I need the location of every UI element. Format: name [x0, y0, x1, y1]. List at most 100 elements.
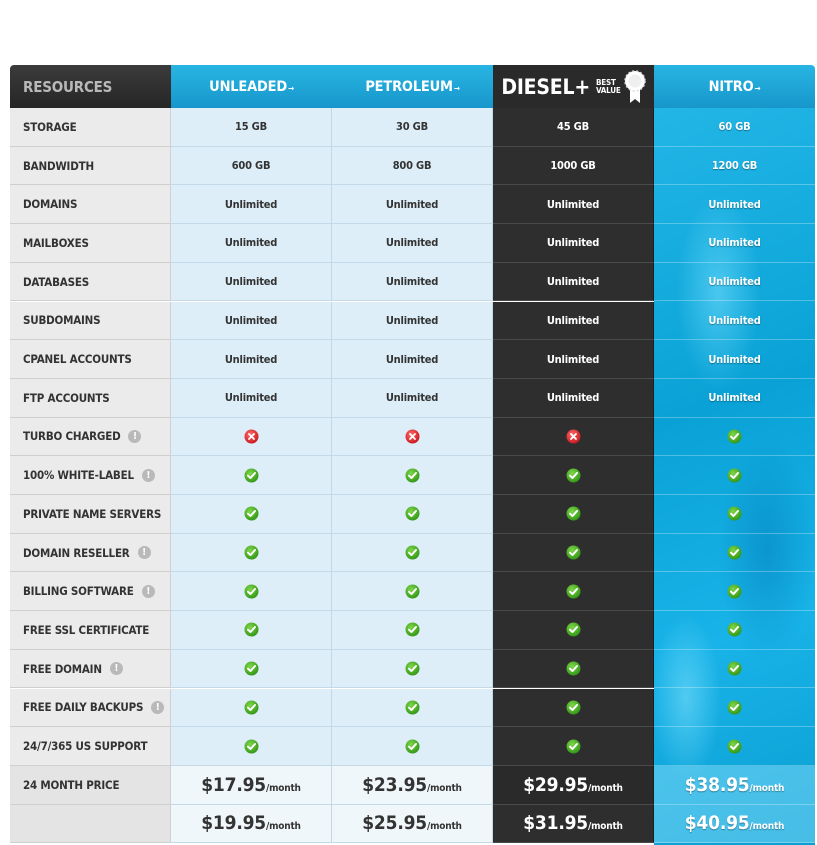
feature-value: Unlimited: [654, 224, 815, 263]
check-icon: [654, 418, 815, 457]
feature-label: 100% WHITE-LABEL!: [10, 456, 171, 495]
info-icon[interactable]: !: [141, 468, 155, 482]
plan-price: $25.95/month: [332, 804, 493, 844]
feature-label-text: TURBO CHARGED: [23, 429, 121, 444]
award-seal-icon: [623, 69, 646, 103]
price-unit: /month: [749, 821, 785, 833]
table-row: DOMAIN RESELLER!: [10, 533, 815, 573]
feature-value: Unlimited: [654, 263, 815, 302]
check-icon: [493, 649, 654, 689]
plan-price: $38.95/month: [654, 765, 815, 805]
table-row: 100% WHITE-LABEL!: [10, 456, 815, 495]
check-icon: [332, 495, 493, 534]
plan-name: DIESEL+: [501, 74, 590, 99]
feature-label-text: BILLING SOFTWARE: [23, 584, 134, 599]
check-icon: [654, 727, 815, 766]
info-icon[interactable]: !: [109, 662, 123, 676]
price-row: 24 MONTH PRICE $17.95/month $23.95/month $2…: [10, 765, 815, 805]
info-icon[interactable]: !: [128, 429, 142, 443]
price-unit: /month: [427, 782, 462, 794]
plan-price: $40.95/month: [654, 804, 815, 844]
check-icon: [332, 533, 493, 573]
check-icon: [332, 649, 493, 689]
table-row: BANDWIDTH 600 GB 800 GB 1000 GB 1200 GB: [10, 146, 815, 186]
feature-label-text: SUBDOMAINS: [23, 313, 101, 328]
feature-value: Unlimited: [332, 301, 493, 341]
feature-value: 30 GB: [332, 108, 493, 147]
plan-header-nitro[interactable]: NITRO →: [654, 65, 815, 108]
feature-value: Unlimited: [332, 340, 493, 379]
plan-header-diesel[interactable]: DIESEL+ BEST VALUE: [493, 65, 654, 108]
feature-label-text: BANDWIDTH: [23, 158, 94, 173]
feature-value: Unlimited: [332, 262, 493, 302]
check-icon: [654, 611, 815, 650]
check-icon: [332, 611, 493, 650]
feature-label-text: DOMAINS: [23, 197, 78, 212]
feature-value: Unlimited: [171, 262, 332, 302]
check-icon: [332, 572, 493, 612]
check-icon: [493, 456, 654, 495]
check-icon: [171, 495, 332, 534]
feature-label: DOMAIN RESELLER!: [10, 533, 171, 573]
plan-price: $31.95/month: [493, 804, 654, 844]
feature-label-text: DATABASES: [23, 274, 89, 289]
feature-label: FREE DOMAIN!: [10, 649, 171, 689]
feature-label: MAILBOXES: [10, 224, 171, 263]
price-unit: /month: [588, 821, 623, 833]
plan-name: NITRO: [708, 78, 754, 95]
feature-value: 1200 GB: [654, 147, 815, 186]
feature-label-text: PRIVATE NAME SERVERS: [23, 506, 162, 521]
check-icon: [654, 650, 815, 689]
feature-label: BILLING SOFTWARE!: [10, 572, 171, 612]
feature-value: Unlimited: [171, 185, 332, 225]
check-icon: [332, 727, 493, 766]
cross-icon: [332, 417, 493, 457]
feature-label: CPANEL ACCOUNTS: [10, 340, 171, 379]
table-row: FREE SSL CERTIFICATE: [10, 611, 815, 650]
info-icon[interactable]: !: [141, 584, 155, 598]
feature-value: 600 GB: [171, 146, 332, 186]
price-unit: /month: [266, 782, 301, 794]
price-amount: $23.95: [362, 773, 427, 796]
plan-header-unleaded[interactable]: UNLEADED →: [171, 65, 332, 108]
feature-value: 800 GB: [332, 146, 493, 186]
plan-price: $19.95/month: [171, 804, 332, 844]
check-icon: [332, 688, 493, 728]
arrow-icon: →: [287, 83, 294, 93]
info-icon[interactable]: !: [137, 546, 151, 560]
feature-label: SUBDOMAINS: [10, 301, 171, 341]
feature-value: Unlimited: [654, 340, 815, 379]
table-row: CPANEL ACCOUNTS Unlimited Unlimited Unlimit…: [10, 340, 815, 379]
feature-value: Unlimited: [493, 224, 654, 263]
plan-header-petroleum[interactable]: PETROLEUM →: [332, 65, 493, 108]
check-icon: [654, 456, 815, 495]
price-amount: $38.95: [684, 773, 750, 796]
table-row: SUBDOMAINS Unlimited Unlimited Unlimited Unl…: [10, 301, 815, 341]
feature-value: Unlimited: [493, 262, 654, 302]
price-unit: /month: [588, 782, 623, 794]
table-row: DOMAINS Unlimited Unlimited Unlimited Unlimi…: [10, 185, 815, 225]
table-row: DATABASES Unlimited Unlimited Unlimited Unli…: [10, 262, 815, 302]
resources-header: RESOURCES: [10, 65, 171, 108]
feature-label-text: CPANEL ACCOUNTS: [23, 352, 132, 367]
feature-label-text: MAILBOXES: [23, 235, 89, 250]
feature-value: Unlimited: [493, 301, 654, 341]
best-value-badge: BEST VALUE: [595, 77, 621, 95]
info-icon[interactable]: !: [151, 700, 165, 714]
price-row-partial: $19.95/month $25.95/month $31.95/month $40.…: [10, 804, 815, 844]
check-icon: [171, 456, 332, 495]
feature-label: TURBO CHARGED!: [10, 417, 171, 457]
check-icon: [171, 649, 332, 689]
feature-value: 60 GB: [654, 108, 815, 147]
price-amount: $19.95: [201, 812, 266, 835]
cross-icon: [171, 417, 332, 457]
price-unit: /month: [266, 821, 301, 833]
feature-label-text: FTP ACCOUNTS: [23, 390, 110, 405]
check-icon: [654, 572, 815, 612]
check-icon: [171, 533, 332, 573]
feature-label-text: DOMAIN RESELLER: [23, 545, 130, 560]
check-icon: [654, 534, 815, 573]
price-amount: $31.95: [523, 812, 588, 835]
price-unit: /month: [749, 782, 785, 794]
feature-label: DOMAINS: [10, 185, 171, 225]
